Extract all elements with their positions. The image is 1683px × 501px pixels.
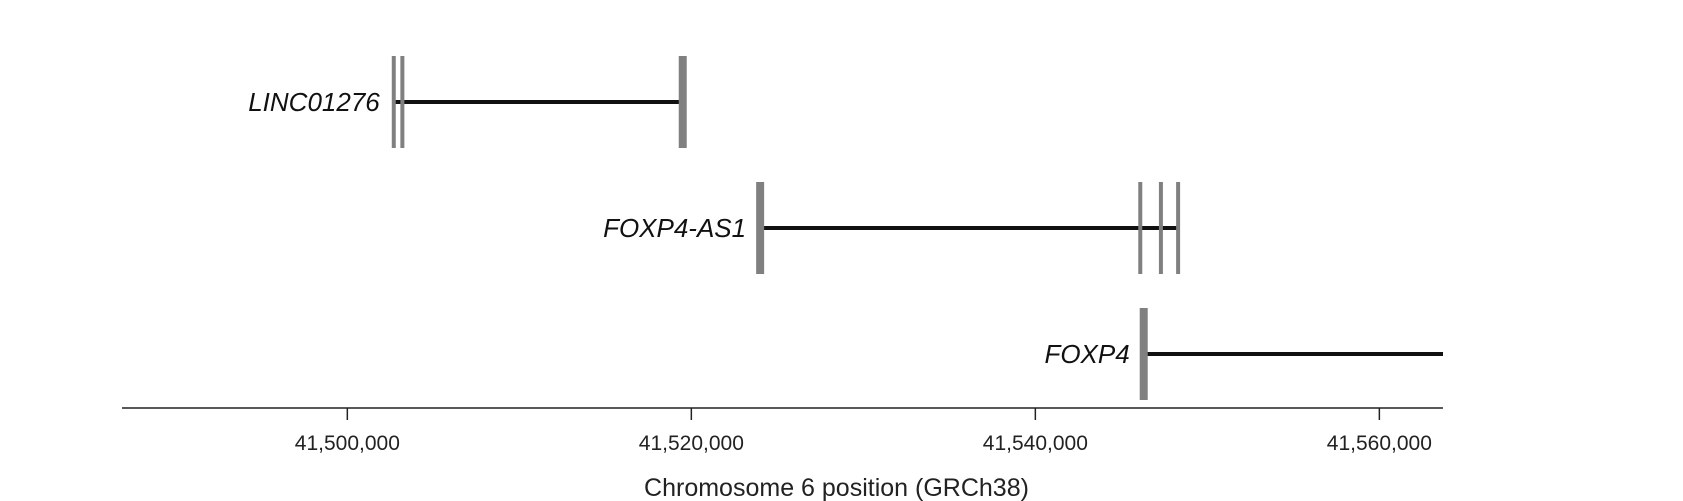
exon-mark [678, 56, 687, 148]
gene-label: FOXP4-AS1 [603, 213, 746, 243]
axis-tick-label: 41,560,000 [1327, 432, 1432, 455]
exon-mark [1138, 182, 1143, 274]
exon-mark [1176, 182, 1181, 274]
exon-mark [756, 182, 765, 274]
genes-layer: LINC01276 FOXP4-AS1 FOXP4 [248, 56, 1443, 400]
position-axis: 41,500,000 41,520,000 41,540,000 41,560,000… [122, 407, 1443, 501]
exon-mark [391, 56, 396, 148]
exon-mark [1158, 182, 1163, 274]
gene-track-linc01276: LINC01276 [248, 56, 687, 148]
gene-label: FOXP4 [1044, 339, 1129, 369]
axis-title: Chromosome 6 position (GRCh38) [644, 474, 1029, 501]
axis-tick-label: 41,500,000 [295, 432, 400, 455]
axis-tick-label: 41,540,000 [983, 432, 1088, 455]
axis-tick-label: 41,520,000 [639, 432, 744, 455]
axis-ticks: 41,500,000 41,520,000 41,540,000 41,560,000 [295, 408, 1432, 455]
exon-mark [1139, 308, 1148, 400]
gene-label: LINC01276 [248, 87, 380, 117]
exon-mark [400, 56, 405, 148]
gene-track-foxp4-as1: FOXP4-AS1 [603, 182, 1181, 274]
gene-track-foxp4: FOXP4 [1044, 308, 1443, 400]
